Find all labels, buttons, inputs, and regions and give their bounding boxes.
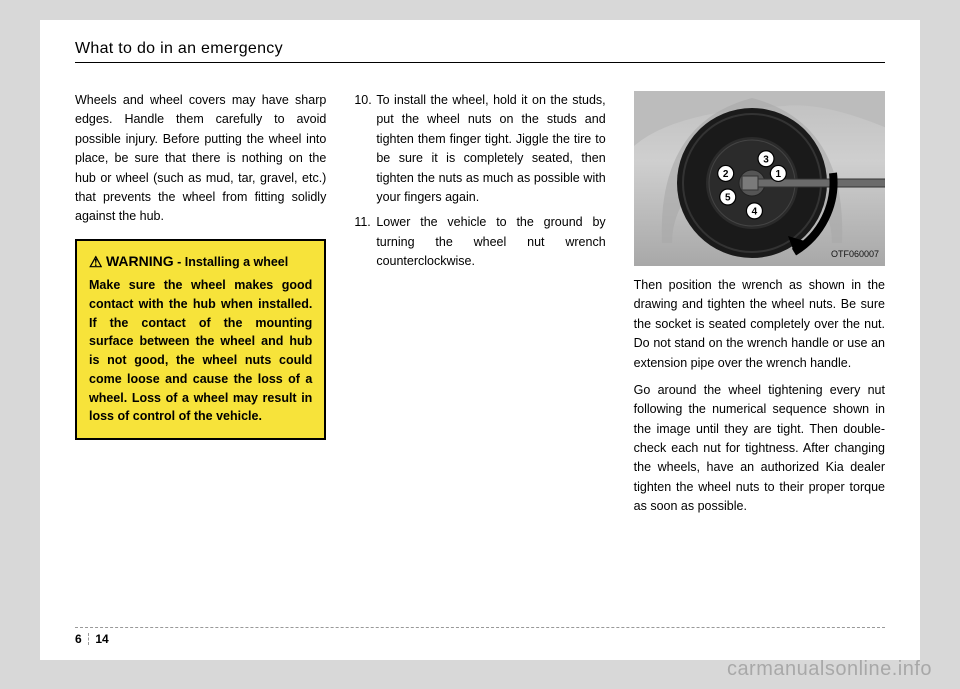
page-number: 14 (95, 632, 108, 646)
warning-heading: ⚠ WARNING - Installing a wheel (89, 251, 312, 275)
watermark: carmanualsonline.info (727, 658, 932, 681)
footer-sep (88, 633, 89, 645)
col1-para1: Wheels and wheel covers may have sharp e… (75, 91, 326, 227)
col3-para1: Then position the wrench as shown in the… (634, 276, 885, 373)
wheel-diagram: 1 2 3 4 5 (634, 91, 885, 266)
footer-numbers: 6 14 (75, 632, 109, 646)
content-columns: Wheels and wheel covers may have sharp e… (75, 91, 885, 517)
svg-text:2: 2 (723, 169, 729, 180)
warning-subtitle: - Installing a wheel (177, 255, 288, 269)
wheel-figure: 1 2 3 4 5 OTF060007 (634, 91, 885, 266)
warning-word: WARNING (106, 253, 174, 269)
page-title: What to do in an emergency (75, 40, 885, 62)
figure-caption: OTF060007 (831, 248, 879, 262)
step-11: 11. Lower the vehicle to the ground by t… (354, 213, 605, 271)
header-rule (75, 62, 885, 63)
page-footer: 6 14 (75, 627, 885, 648)
warning-box: ⚠ WARNING - Installing a wheel Make sure… (75, 239, 326, 441)
step-10: 10. To install the wheel, hold it on the… (354, 91, 605, 207)
svg-text:1: 1 (775, 169, 781, 180)
svg-text:4: 4 (751, 206, 757, 217)
footer-rule (75, 627, 885, 628)
step-body: Lower the vehicle to the ground by turni… (376, 213, 605, 271)
svg-text:3: 3 (763, 154, 769, 165)
column-1: Wheels and wheel covers may have sharp e… (75, 91, 326, 517)
warning-text: Make sure the wheel makes good contact w… (89, 276, 312, 426)
column-2: 10. To install the wheel, hold it on the… (354, 91, 605, 517)
col3-para2: Go around the wheel tightening every nut… (634, 381, 885, 517)
svg-text:5: 5 (725, 193, 731, 204)
manual-page: What to do in an emergency Wheels and wh… (40, 20, 920, 660)
warning-icon: ⚠ (89, 254, 102, 271)
column-3: 1 2 3 4 5 OTF060007 Then position the wrench… (634, 91, 885, 517)
step-number: 10. (354, 91, 376, 207)
step-body: To install the wheel, hold it on the stu… (376, 91, 605, 207)
step-number: 11. (354, 213, 376, 271)
chapter-number: 6 (75, 632, 82, 646)
